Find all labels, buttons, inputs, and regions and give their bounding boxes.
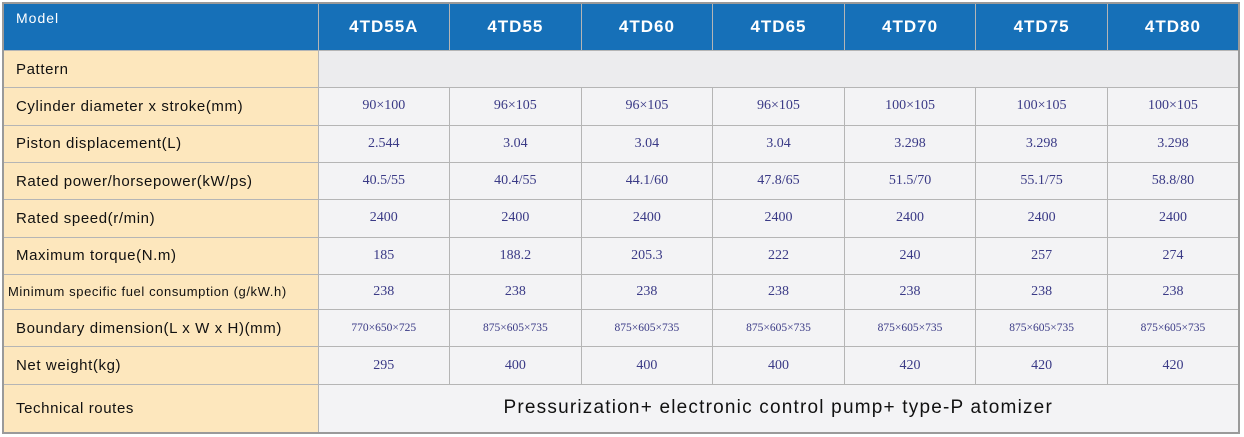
table-row: Net weight(kg) 295 400 400 400 420 420 420 (2, 346, 1240, 385)
table-row: Boundary dimension(L x W x H)(mm) 770×650… (2, 309, 1240, 348)
row-label: Piston displacement(L) (2, 124, 319, 163)
value-cell: 96×105 (712, 87, 845, 126)
table-row: Rated power/horsepower(kW/ps) 40.5/55 40.4… (2, 161, 1240, 201)
row-label: Minimum specific fuel consumption (g/kW.… (2, 273, 319, 311)
value-cell: 770×650×725 (317, 309, 451, 348)
value-cell: 875×605×735 (843, 309, 977, 348)
row-label: Technical routes (2, 383, 319, 434)
value-cell: 188.2 (449, 236, 582, 275)
value-cell: 55.1/75 (975, 161, 1108, 201)
empty-cell (317, 49, 1240, 89)
row-label: Rated speed(r/min) (2, 199, 319, 238)
model-name: 4TD55 (449, 2, 582, 51)
value-cell: 47.8/65 (712, 161, 845, 201)
row-label: Boundary dimension(L x W x H)(mm) (2, 309, 319, 348)
value-cell: 420 (843, 346, 977, 385)
table-row: Maximum torque(N.m) 185 188.2 205.3 222 240 25… (2, 236, 1240, 275)
value-cell: 100×105 (1106, 87, 1240, 126)
value-cell: 240 (843, 236, 977, 275)
value-cell: 238 (449, 273, 582, 311)
model-name: 4TD65 (712, 2, 845, 51)
value-cell: 2400 (1106, 199, 1240, 238)
table-row: Minimum specific fuel consumption (g/kW.… (2, 273, 1240, 311)
value-cell: 3.298 (843, 124, 977, 163)
value-cell: 222 (712, 236, 845, 275)
value-cell: 96×105 (580, 87, 714, 126)
value-cell: 2400 (580, 199, 714, 238)
value-cell: 274 (1106, 236, 1240, 275)
table-row: Piston displacement(L) 2.544 3.04 3.04 3.04 3… (2, 124, 1240, 163)
value-cell: 238 (580, 273, 714, 311)
value-cell: 420 (975, 346, 1108, 385)
value-cell: 100×105 (975, 87, 1108, 126)
value-cell: 2400 (975, 199, 1108, 238)
value-cell: 51.5/70 (843, 161, 977, 201)
value-cell: 2400 (712, 199, 845, 238)
value-cell: 875×605×735 (449, 309, 582, 348)
model-name: 4TD75 (975, 2, 1108, 51)
model-name: 4TD80 (1106, 2, 1240, 51)
model-name: 4TD55A (317, 2, 451, 51)
value-cell: 2400 (449, 199, 582, 238)
value-cell: 44.1/60 (580, 161, 714, 201)
value-cell: 2400 (843, 199, 977, 238)
row-label: Rated power/horsepower(kW/ps) (2, 161, 319, 201)
value-cell: 2.544 (317, 124, 451, 163)
value-cell: 205.3 (580, 236, 714, 275)
header-label: Model (2, 2, 319, 51)
table-row: Technical routes Pressurization+ electron… (2, 383, 1240, 434)
value-cell: 420 (1106, 346, 1240, 385)
value-cell: 58.8/80 (1106, 161, 1240, 201)
table-row: Rated speed(r/min) 2400 2400 2400 2400 2400 24… (2, 199, 1240, 238)
value-cell: 257 (975, 236, 1108, 275)
value-cell: 2400 (317, 199, 451, 238)
value-cell: 100×105 (843, 87, 977, 126)
table-row: Pattern (2, 49, 1240, 89)
value-cell: 875×605×735 (1106, 309, 1240, 348)
value-cell: 3.298 (975, 124, 1108, 163)
row-label: Cylinder diameter x stroke(mm) (2, 87, 319, 126)
value-cell: 40.4/55 (449, 161, 582, 201)
table-row: Cylinder diameter x stroke(mm) 90×100 96×1… (2, 87, 1240, 126)
value-cell: 3.04 (449, 124, 582, 163)
value-cell: 400 (580, 346, 714, 385)
value-cell: 238 (843, 273, 977, 311)
value-cell: 400 (712, 346, 845, 385)
value-cell: 238 (712, 273, 845, 311)
value-cell: 238 (1106, 273, 1240, 311)
header-row: Model 4TD55A 4TD55 4TD60 4TD65 4TD70 4TD75 4TD8… (2, 2, 1240, 51)
value-cell: 400 (449, 346, 582, 385)
value-cell: 238 (317, 273, 451, 311)
value-cell: 185 (317, 236, 451, 275)
value-cell: 3.298 (1106, 124, 1240, 163)
value-cell: 875×605×735 (975, 309, 1108, 348)
merged-cell: Pressurization+ electronic control pump+… (317, 383, 1240, 434)
value-cell: 875×605×735 (580, 309, 714, 348)
value-cell: 295 (317, 346, 451, 385)
value-cell: 40.5/55 (317, 161, 451, 201)
row-label: Net weight(kg) (2, 346, 319, 385)
value-cell: 238 (975, 273, 1108, 311)
model-name: 4TD60 (580, 2, 714, 51)
value-cell: 96×105 (449, 87, 582, 126)
row-label: Maximum torque(N.m) (2, 236, 319, 275)
row-label: Pattern (2, 49, 319, 89)
model-name: 4TD70 (843, 2, 977, 51)
value-cell: 3.04 (712, 124, 845, 163)
value-cell: 90×100 (317, 87, 451, 126)
value-cell: 875×605×735 (712, 309, 845, 348)
value-cell: 3.04 (580, 124, 714, 163)
